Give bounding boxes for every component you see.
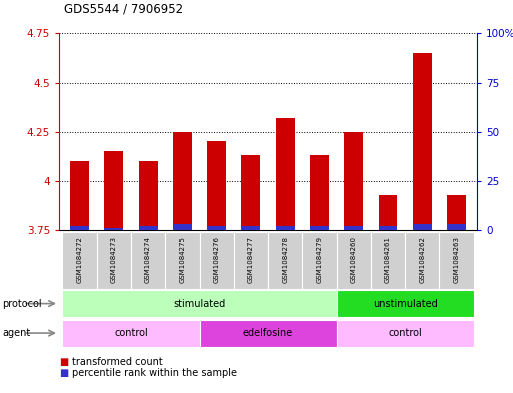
Bar bbox=[371, 232, 405, 289]
Bar bbox=[310, 155, 329, 230]
Bar bbox=[379, 226, 398, 230]
Bar bbox=[413, 224, 431, 230]
Text: GSM1084275: GSM1084275 bbox=[180, 237, 185, 283]
Text: percentile rank within the sample: percentile rank within the sample bbox=[72, 368, 237, 378]
Bar bbox=[337, 232, 371, 289]
Bar bbox=[63, 232, 96, 289]
Bar bbox=[234, 232, 268, 289]
Bar bbox=[276, 118, 294, 230]
Bar bbox=[379, 195, 398, 230]
Bar bbox=[242, 226, 260, 230]
Text: GSM1084272: GSM1084272 bbox=[76, 237, 83, 283]
Bar bbox=[242, 155, 260, 230]
Bar bbox=[96, 232, 131, 289]
Text: GSM1084262: GSM1084262 bbox=[419, 237, 425, 283]
Bar bbox=[173, 132, 192, 230]
Bar bbox=[440, 232, 473, 289]
Text: GSM1084276: GSM1084276 bbox=[213, 237, 220, 283]
Text: GSM1084277: GSM1084277 bbox=[248, 237, 254, 283]
Bar bbox=[344, 132, 363, 230]
Text: GDS5544 / 7906952: GDS5544 / 7906952 bbox=[64, 3, 183, 16]
Bar bbox=[276, 226, 294, 230]
Bar bbox=[139, 161, 157, 230]
Bar bbox=[139, 226, 157, 230]
Bar bbox=[268, 232, 302, 289]
Bar bbox=[173, 224, 192, 230]
Text: transformed count: transformed count bbox=[72, 356, 163, 367]
Bar bbox=[131, 232, 165, 289]
Text: GSM1084278: GSM1084278 bbox=[282, 237, 288, 283]
Bar bbox=[447, 195, 466, 230]
Bar bbox=[337, 290, 473, 317]
Bar bbox=[447, 224, 466, 230]
Bar bbox=[70, 161, 89, 230]
Text: GSM1084263: GSM1084263 bbox=[453, 237, 460, 283]
Bar bbox=[165, 232, 200, 289]
Bar bbox=[63, 320, 200, 347]
Bar bbox=[70, 226, 89, 230]
Bar bbox=[200, 232, 234, 289]
Bar bbox=[405, 232, 440, 289]
Bar bbox=[310, 226, 329, 230]
Bar bbox=[63, 290, 337, 317]
Bar bbox=[105, 228, 123, 230]
Text: GSM1084279: GSM1084279 bbox=[317, 237, 323, 283]
Text: GSM1084273: GSM1084273 bbox=[111, 237, 117, 283]
Text: ■: ■ bbox=[59, 368, 68, 378]
Text: control: control bbox=[388, 328, 422, 338]
Text: unstimulated: unstimulated bbox=[373, 299, 438, 309]
Text: GSM1084274: GSM1084274 bbox=[145, 237, 151, 283]
Text: control: control bbox=[114, 328, 148, 338]
Text: edelfosine: edelfosine bbox=[243, 328, 293, 338]
Bar bbox=[302, 232, 337, 289]
Text: stimulated: stimulated bbox=[173, 299, 226, 309]
Bar bbox=[344, 226, 363, 230]
Text: GSM1084261: GSM1084261 bbox=[385, 237, 391, 283]
Text: protocol: protocol bbox=[3, 299, 42, 309]
Bar bbox=[207, 226, 226, 230]
Text: GSM1084260: GSM1084260 bbox=[351, 237, 357, 283]
Bar bbox=[105, 151, 123, 230]
Bar bbox=[200, 320, 337, 347]
Bar bbox=[207, 141, 226, 230]
Text: ■: ■ bbox=[59, 356, 68, 367]
Bar bbox=[337, 320, 473, 347]
Text: agent: agent bbox=[3, 328, 31, 338]
Bar bbox=[413, 53, 431, 230]
